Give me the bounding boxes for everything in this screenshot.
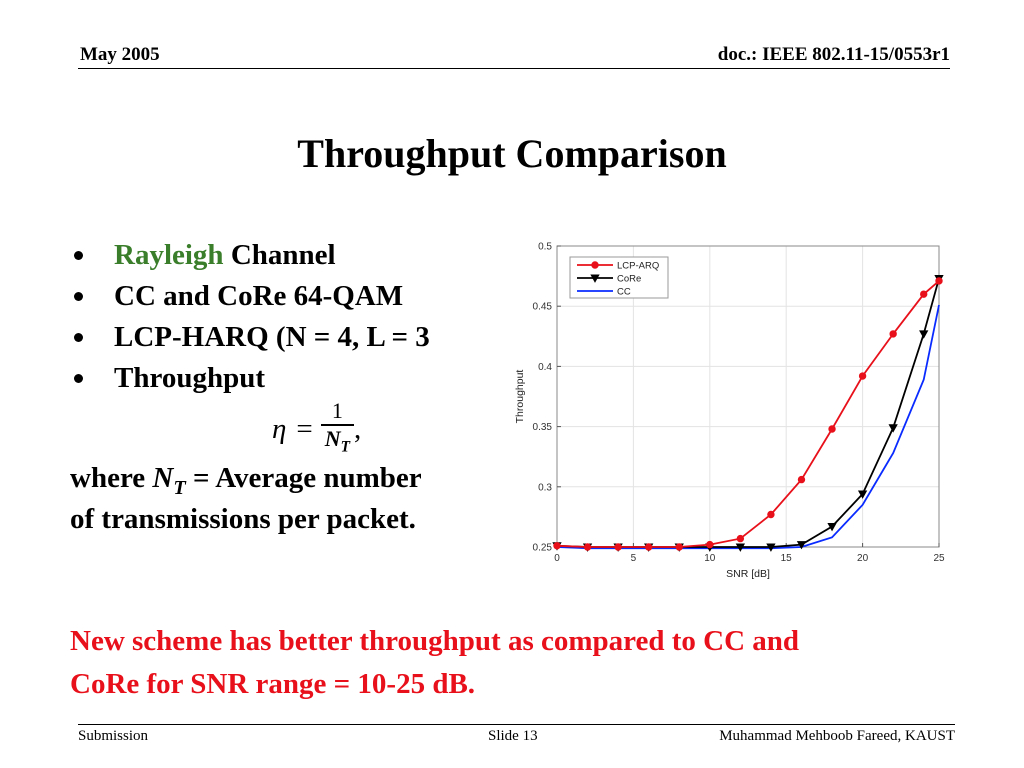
footer-submission: Submission (78, 728, 149, 744)
x-tick-label: 25 (933, 553, 945, 564)
slide-title: Throughput Comparison (297, 131, 727, 176)
conclusion-line-1: New scheme has better throughput as comp… (70, 625, 800, 657)
data-point-lcp-arq (935, 277, 943, 285)
header-rule (78, 68, 950, 69)
footer-author: Muhammad Mehboob Fareed, KAUST (719, 728, 955, 744)
bullet-text: LCP-HARQ (N = 4, L = 3 (114, 321, 430, 353)
x-tick-label: 0 (554, 553, 560, 564)
bullet-text: Channel (223, 239, 336, 271)
where-line-2: of transmissions per packet. (70, 503, 416, 535)
data-point-lcp-arq (553, 542, 561, 550)
footer-rule (78, 724, 955, 725)
data-point-lcp-arq (583, 543, 592, 551)
data-point-core (857, 490, 868, 499)
where-prefix: where (70, 462, 153, 494)
bullet-dot (74, 374, 83, 383)
bullet-list: Rayleigh Channel CC and CoRe 64-QAM LCP-… (72, 236, 430, 400)
y-axis-label: Throughput (514, 370, 526, 424)
x-tick-label: 5 (631, 553, 637, 564)
series-line-core (556, 278, 940, 548)
throughput-chart: 0.25 0.3 0.35 0.4 0.45 0.5 0 5 10 15 20 25 SNR [dB] T… (505, 235, 950, 585)
formula-eta: η (272, 412, 287, 445)
data-point-core (796, 541, 807, 550)
data-point-lcp-arq (614, 543, 622, 551)
bullet-highlight: Rayleigh (114, 239, 224, 271)
series-line-lcp-arq (556, 280, 940, 548)
x-tick-label: 15 (781, 553, 793, 564)
data-point-lcp-arq (797, 475, 806, 484)
formula-numerator: 1 (331, 398, 343, 423)
bullet-item: LCP-HARQ (N = 4, L = 3 (72, 318, 430, 359)
data-point-core (919, 330, 929, 339)
data-point-core (827, 523, 837, 532)
x-tick-label: 10 (704, 553, 716, 564)
data-point-core (735, 543, 746, 552)
conclusion-line-2: CoRe for SNR range = 10-25 dB. (70, 668, 476, 700)
y-tick-label: 0.35 (533, 422, 553, 433)
formula-comma: , (354, 412, 362, 445)
bullet-text: CC and CoRe 64-QAM (114, 280, 404, 312)
bullet-item: Rayleigh Channel (72, 236, 430, 277)
data-point-lcp-arq (706, 540, 714, 549)
data-point-lcp-arq (920, 290, 928, 298)
data-point-core (888, 424, 898, 433)
data-point-lcp-arq (858, 372, 867, 380)
footer-slide-number: Slide 13 (488, 728, 538, 744)
where-sub: T (173, 476, 186, 499)
legend-label: CC (617, 287, 631, 298)
data-point-lcp-arq (828, 425, 836, 433)
header-date: May 2005 (80, 44, 160, 65)
y-tick-label: 0.45 (533, 302, 553, 313)
x-tick-label: 20 (857, 553, 869, 564)
bullet-dot (74, 292, 83, 301)
where-var: N (152, 462, 174, 494)
bullet-dot (74, 333, 83, 342)
legend-label: CoRe (617, 274, 641, 285)
where-rest: = Average number (185, 462, 422, 494)
data-point-lcp-arq (644, 543, 653, 551)
chart-svg: 0.25 0.3 0.35 0.4 0.45 0.5 0 5 10 15 20 25 SNR [dB] T… (514, 242, 945, 581)
y-tick-label: 0.5 (538, 242, 552, 253)
x-axis-label: SNR [dB] (726, 568, 770, 580)
y-tick-label: 0.4 (538, 362, 552, 373)
legend-label: LCP-ARQ (617, 261, 659, 272)
y-tick-label: 0.3 (538, 482, 552, 493)
formula-fraction: 1 NT (320, 398, 355, 460)
legend-marker (590, 274, 600, 283)
bullet-text: Throughput (114, 362, 265, 394)
formula-den-sub: T (340, 438, 351, 456)
data-point-lcp-arq (675, 543, 683, 551)
series-line-cc (556, 304, 940, 550)
data-point-lcp-arq (736, 534, 745, 543)
formula-den-var: N (324, 426, 341, 451)
bullet-dot (74, 251, 83, 260)
legend-marker (591, 261, 599, 269)
data-point-core (766, 543, 776, 552)
formula-equals: = (296, 412, 313, 445)
bullet-item: Throughput (72, 359, 430, 400)
data-point-lcp-arq (889, 330, 897, 338)
data-point-lcp-arq (767, 510, 775, 519)
where-line: where NT = Average number (70, 462, 422, 500)
bullet-item: CC and CoRe 64-QAM (72, 277, 430, 318)
y-tick-label: 0.25 (533, 543, 553, 554)
header-doc-id: doc.: IEEE 802.11-15/0553r1 (717, 44, 950, 65)
throughput-formula: η = 1 NT , (272, 398, 361, 460)
formula-denominator: NT (320, 424, 355, 460)
